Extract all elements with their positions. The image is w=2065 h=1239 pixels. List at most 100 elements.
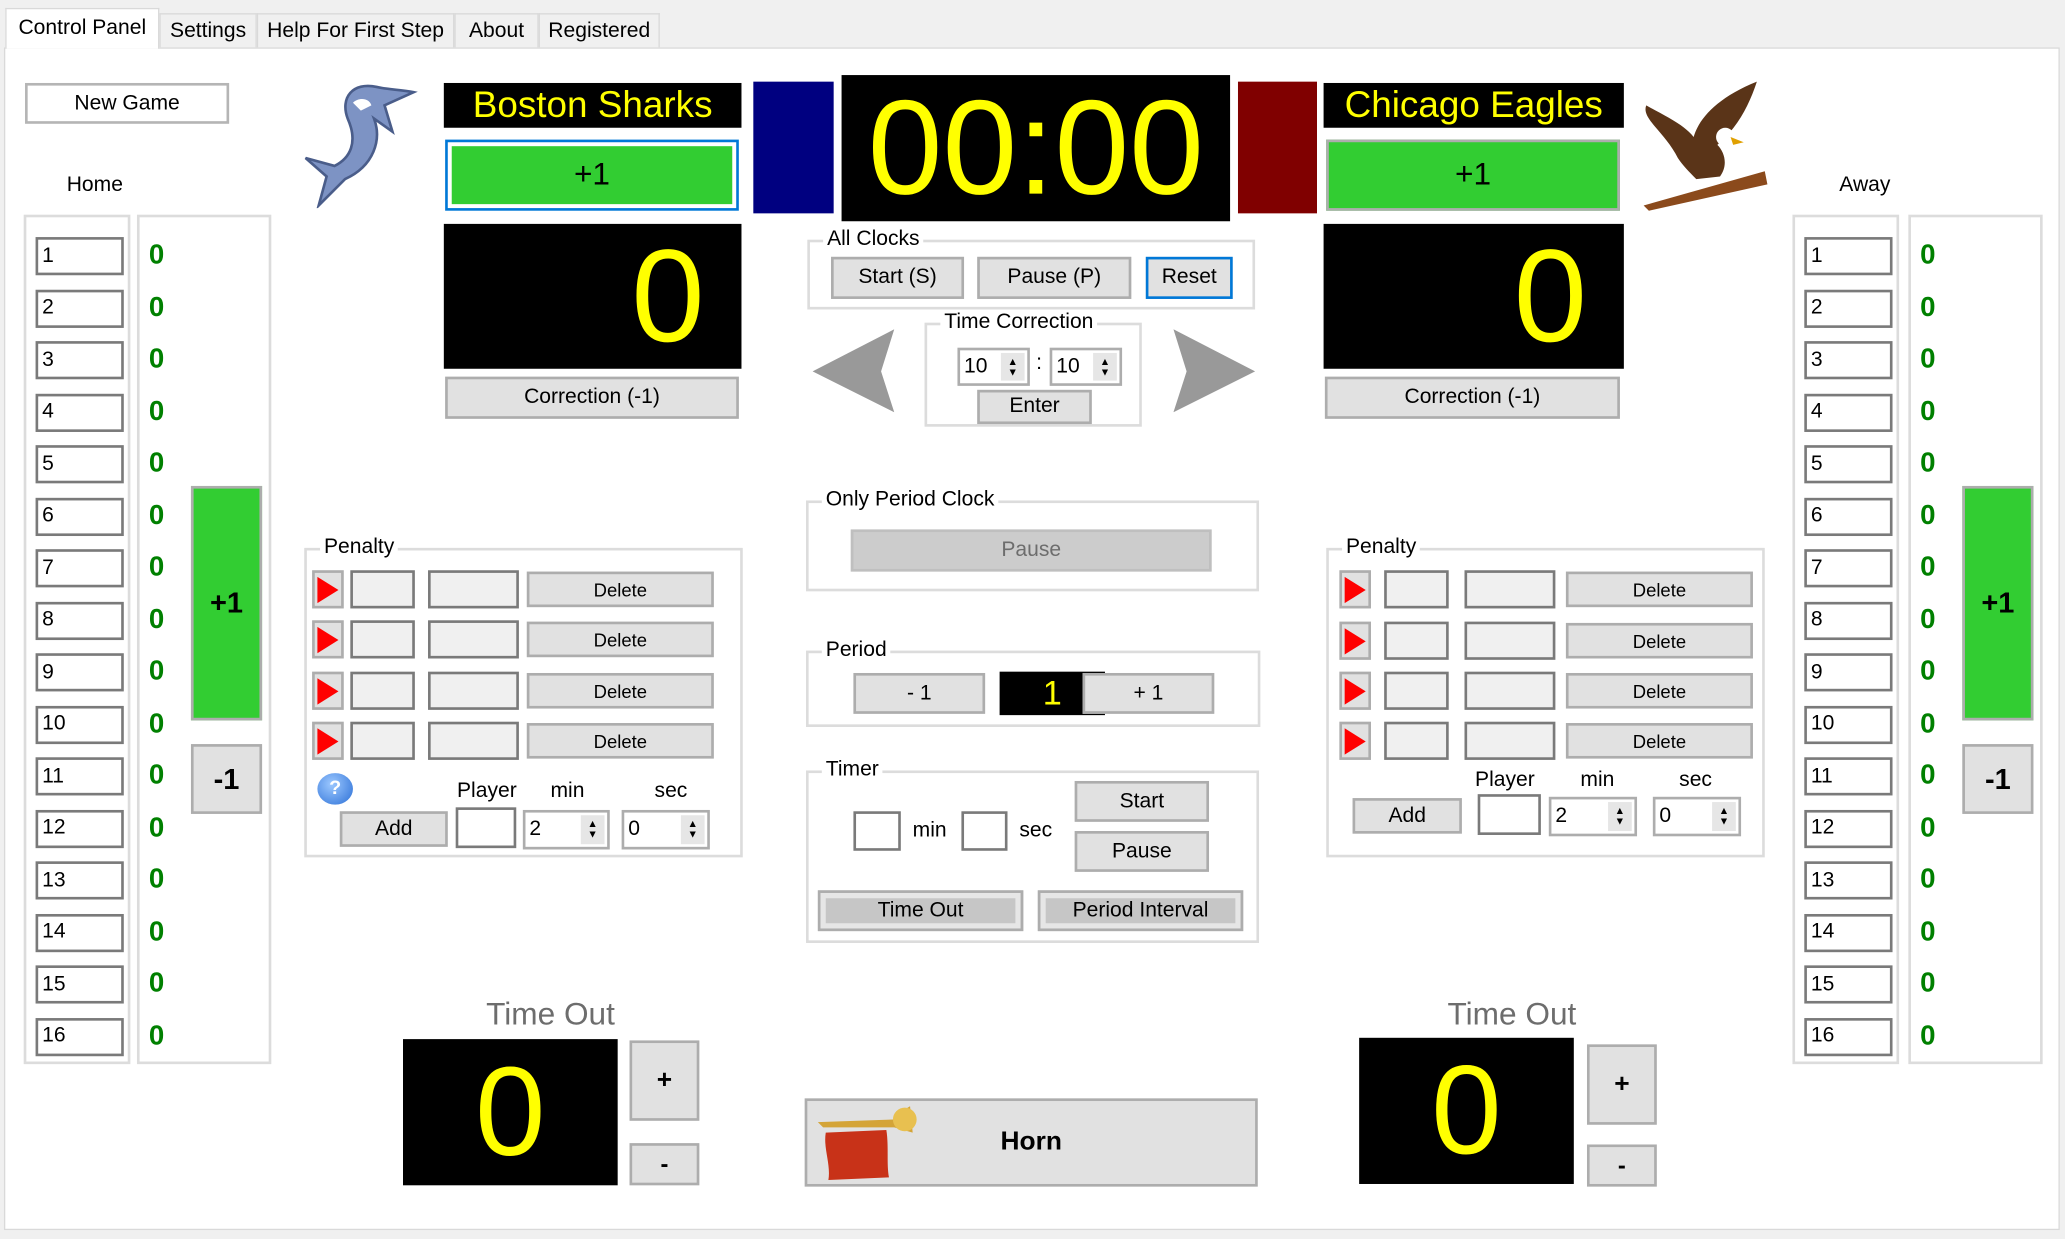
period-interval-button[interactable]: Period Interval	[1037, 890, 1244, 932]
home-timeout-minus-button[interactable]: -	[629, 1143, 700, 1186]
away-penalty-delete-button[interactable]: Delete	[1565, 672, 1753, 709]
play-penalty-icon[interactable]	[312, 620, 344, 659]
away-player-number[interactable]: 4	[1804, 393, 1893, 432]
home-timeout-plus-button[interactable]: +	[629, 1040, 700, 1121]
away-player-number[interactable]: 13	[1804, 861, 1893, 900]
away-player-number[interactable]: 9	[1804, 653, 1893, 692]
tab-settings[interactable]: Settings	[159, 13, 257, 48]
tab-registered[interactable]: Registered	[538, 13, 660, 48]
away-player-number[interactable]: 1	[1804, 237, 1893, 276]
away-penalty-delete-button[interactable]: Delete	[1565, 723, 1753, 759]
away-penalty-sec-spinner[interactable]: 0 ▲ ▼	[1652, 796, 1742, 837]
home-correction-button[interactable]: Correction (-1)	[445, 376, 739, 419]
home-player-number[interactable]: 8	[35, 601, 124, 640]
home-player-number[interactable]: 4	[35, 393, 124, 432]
tab-about[interactable]: About	[454, 13, 539, 48]
timer-min-input[interactable]	[853, 811, 901, 851]
away-player-number[interactable]: 6	[1804, 497, 1893, 536]
reset-button[interactable]: Reset	[1145, 256, 1233, 299]
arrow-left-icon[interactable]	[812, 329, 897, 413]
home-player-number[interactable]: 1	[35, 237, 124, 276]
away-player-number[interactable]: 10	[1804, 705, 1893, 744]
play-penalty-icon[interactable]	[1339, 671, 1371, 710]
home-penalty-player-input[interactable]	[455, 807, 517, 849]
away-player-score: 0	[1920, 239, 1936, 270]
home-penalty-min-spinner[interactable]: 2 ▲ ▼	[522, 809, 610, 850]
play-penalty-icon[interactable]	[1339, 570, 1371, 609]
timer-start-button[interactable]: Start	[1074, 780, 1210, 822]
home-player-number[interactable]: 13	[35, 861, 124, 900]
away-player-number[interactable]: 2	[1804, 289, 1893, 328]
help-icon[interactable]: ?	[317, 773, 353, 805]
away-penalty-delete-button[interactable]: Delete	[1565, 571, 1753, 608]
home-player-number[interactable]: 5	[35, 445, 124, 484]
away-player-number[interactable]: 7	[1804, 549, 1893, 588]
play-penalty-icon[interactable]	[1339, 621, 1371, 660]
home-player-number[interactable]: 11	[35, 757, 124, 796]
time-out-button[interactable]: Time Out	[817, 890, 1024, 932]
home-player-number[interactable]: 16	[35, 1017, 124, 1056]
away-timeout-minus-button[interactable]: -	[1586, 1144, 1657, 1187]
home-penalty-delete-button[interactable]: Delete	[526, 621, 714, 658]
away-player-number[interactable]: 15	[1804, 965, 1893, 1004]
home-player-number[interactable]: 10	[35, 705, 124, 744]
home-player-number[interactable]: 9	[35, 653, 124, 692]
new-game-button[interactable]: New Game	[25, 82, 230, 124]
home-penalty-sec-spinner[interactable]: 0 ▲ ▼	[621, 809, 710, 850]
home-player-number[interactable]: 7	[35, 549, 124, 588]
away-correction-button[interactable]: Correction (-1)	[1324, 376, 1620, 419]
home-player-number[interactable]: 6	[35, 497, 124, 536]
play-penalty-icon[interactable]	[312, 721, 344, 760]
home-penalty-delete-button[interactable]: Delete	[526, 571, 714, 608]
play-penalty-icon[interactable]	[1339, 721, 1371, 760]
away-player-number[interactable]: 3	[1804, 341, 1893, 380]
timer-sec-input[interactable]	[961, 811, 1008, 851]
spinner-arrows-icon[interactable]: ▲ ▼	[580, 815, 605, 845]
timer-pause-button[interactable]: Pause	[1074, 831, 1210, 872]
home-penalty-delete-button[interactable]: Delete	[526, 723, 714, 759]
pause-button[interactable]: Pause (P)	[977, 256, 1132, 299]
away-timeout-plus-button[interactable]: +	[1586, 1044, 1657, 1125]
home-score-plus-button[interactable]: +1	[451, 146, 733, 205]
correction-sec-spinner[interactable]: 10 ▲ ▼	[1049, 347, 1123, 386]
away-penalty-player-input[interactable]	[1477, 794, 1541, 835]
tab-help[interactable]: Help For First Step	[256, 13, 455, 48]
away-penalty-delete-button[interactable]: Delete	[1565, 622, 1753, 659]
arrow-right-icon[interactable]	[1171, 329, 1256, 413]
away-penalty-add-button[interactable]: Add	[1352, 798, 1462, 834]
away-player-number[interactable]: 12	[1804, 809, 1893, 848]
home-player-number[interactable]: 3	[35, 341, 124, 380]
away-player-number[interactable]: 14	[1804, 913, 1893, 952]
away-player-plus-button[interactable]: +1	[1962, 485, 2034, 721]
home-player-minus-button[interactable]: -1	[190, 744, 263, 814]
horn-button[interactable]: Horn	[804, 1098, 1258, 1187]
period-clock-pause-button[interactable]: Pause	[850, 529, 1212, 572]
play-penalty-icon[interactable]	[312, 570, 344, 609]
home-player-number[interactable]: 15	[35, 965, 124, 1004]
spinner-arrows-icon[interactable]: ▲ ▼	[1608, 802, 1632, 832]
correction-min-spinner[interactable]: 10 ▲ ▼	[957, 347, 1030, 386]
away-score-plus-button[interactable]: +1	[1326, 139, 1620, 211]
spinner-arrows-icon[interactable]: ▲ ▼	[1712, 802, 1736, 832]
away-player-minus-button[interactable]: -1	[1962, 744, 2034, 814]
away-player-number[interactable]: 8	[1804, 601, 1893, 640]
spinner-arrows-icon[interactable]: ▲ ▼	[680, 815, 705, 845]
home-player-plus-button[interactable]: +1	[190, 485, 263, 721]
period-minus-button[interactable]: - 1	[853, 672, 986, 714]
home-penalty-delete-button[interactable]: Delete	[526, 672, 714, 709]
start-button[interactable]: Start (S)	[831, 256, 965, 299]
home-penalty-add-button[interactable]: Add	[339, 811, 448, 847]
away-penalty-min-spinner[interactable]: 2 ▲ ▼	[1548, 796, 1638, 837]
spinner-arrows-icon[interactable]: ▲ ▼	[1000, 352, 1025, 381]
tab-control-panel[interactable]: Control Panel	[5, 7, 160, 49]
spinner-arrows-icon[interactable]: ▲ ▼	[1093, 352, 1117, 381]
away-player-number[interactable]: 11	[1804, 757, 1893, 796]
away-player-number[interactable]: 5	[1804, 445, 1893, 484]
away-player-number[interactable]: 16	[1804, 1017, 1893, 1056]
enter-button[interactable]: Enter	[977, 389, 1092, 425]
period-plus-button[interactable]: + 1	[1082, 672, 1215, 714]
home-player-number[interactable]: 14	[35, 913, 124, 952]
home-player-number[interactable]: 2	[35, 289, 124, 328]
home-player-number[interactable]: 12	[35, 809, 124, 848]
play-penalty-icon[interactable]	[312, 671, 344, 710]
